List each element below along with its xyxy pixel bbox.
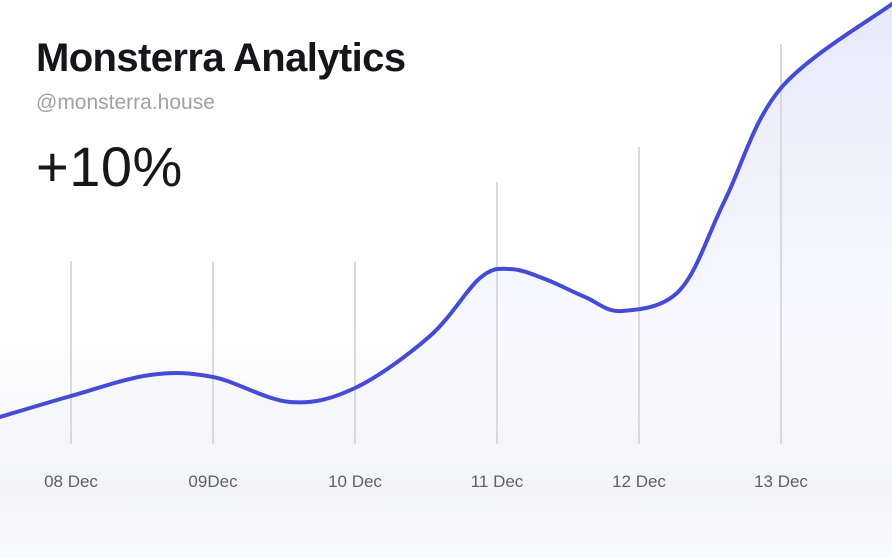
x-axis-label: 11 Dec — [470, 472, 524, 491]
area-fill — [0, 4, 892, 462]
card-header: Monsterra Analytics @monsterra.house +10… — [36, 36, 406, 198]
x-axis-label: 12 Dec — [612, 472, 666, 491]
account-handle: @monsterra.house — [36, 91, 215, 114]
x-axis-label: 09Dec — [188, 472, 238, 491]
x-axis-label: 10 Dec — [328, 472, 382, 491]
x-axis-label: 13 Dec — [754, 472, 808, 491]
trend-line — [0, 2, 892, 419]
page-title: Monsterra Analytics — [36, 36, 406, 80]
x-axis-label: 08 Dec — [44, 472, 98, 491]
growth-metric: +10% — [36, 135, 183, 198]
